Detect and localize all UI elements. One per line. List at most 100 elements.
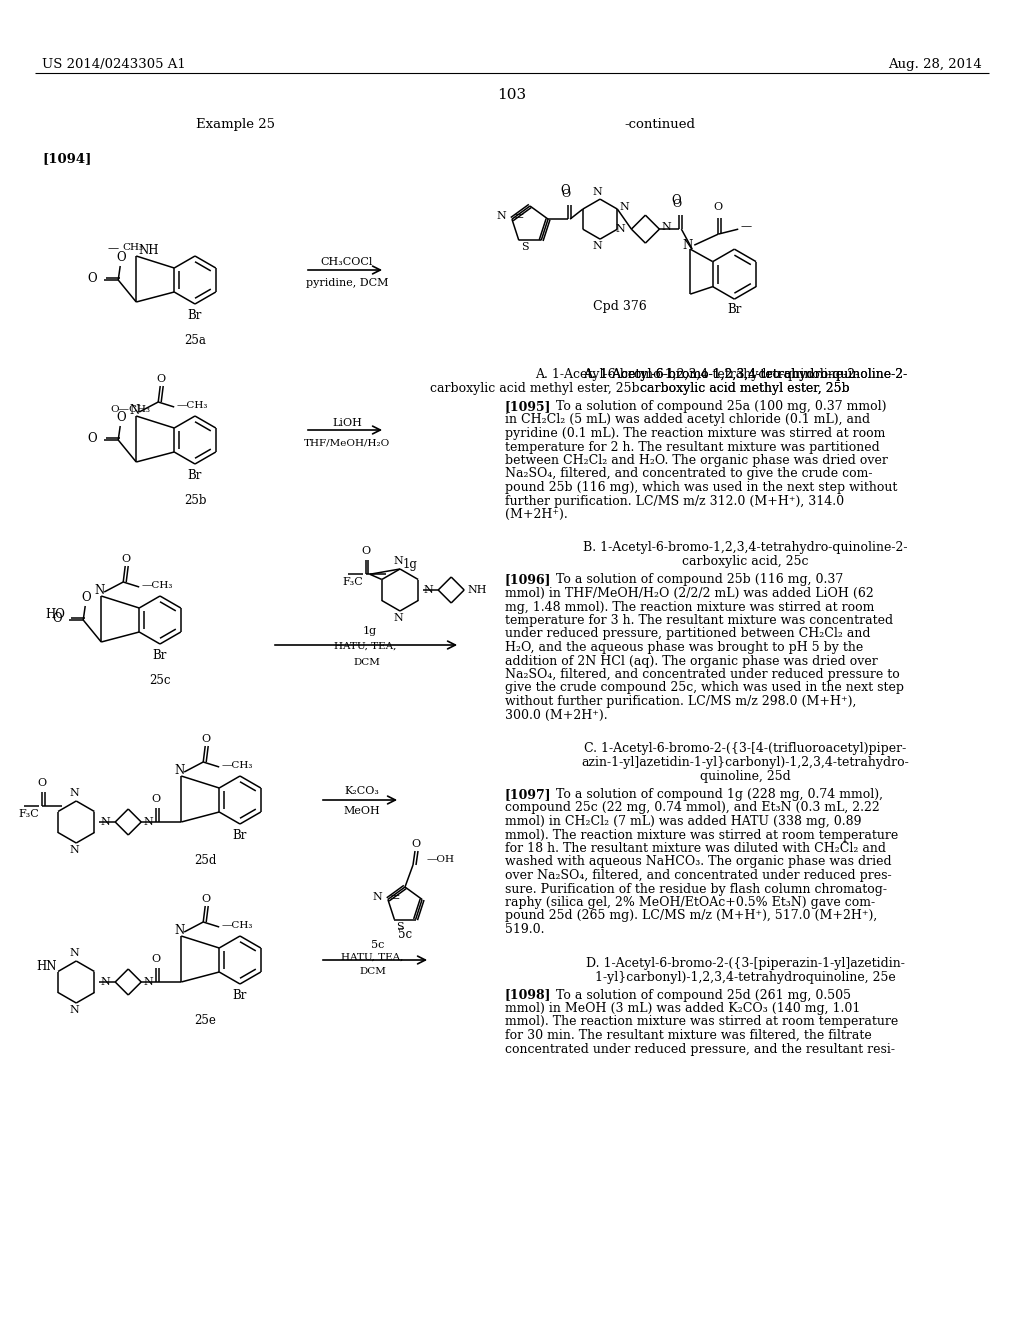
Text: K₂CO₃: K₂CO₃ (344, 785, 380, 796)
Text: To a solution of compound 25d (261 mg, 0.505: To a solution of compound 25d (261 mg, 0… (540, 989, 851, 1002)
Text: —CH₃: —CH₃ (221, 920, 253, 929)
Text: —CH₃: —CH₃ (141, 581, 173, 590)
Text: [1097]: [1097] (505, 788, 552, 801)
Text: -continued: -continued (625, 117, 695, 131)
Text: pyridine (0.1 mL). The reaction mixture was stirred at room: pyridine (0.1 mL). The reaction mixture … (505, 426, 886, 440)
Text: O: O (157, 374, 166, 384)
Text: compound 25c (22 mg, 0.74 mmol), and Et₃N (0.3 mL, 2.22: compound 25c (22 mg, 0.74 mmol), and Et₃… (505, 801, 880, 814)
Text: A. 1-Acetyl-6-bromo-1,2,3,4-tetrahydro-quinoline-2-: A. 1-Acetyl-6-bromo-1,2,3,4-tetrahydro-q… (583, 368, 907, 381)
Text: O: O (152, 954, 161, 964)
Text: mg, 1.48 mmol). The reaction mixture was stirred at room: mg, 1.48 mmol). The reaction mixture was… (505, 601, 874, 614)
Text: O: O (88, 272, 97, 285)
Text: pound 25d (265 mg). LC/MS m/z (M+H⁺), 517.0 (M+2H⁺),: pound 25d (265 mg). LC/MS m/z (M+H⁺), 51… (505, 909, 878, 923)
Text: carboxylic acid methyl ester, 25b: carboxylic acid methyl ester, 25b (640, 381, 850, 395)
Text: mmol) in MeOH (3 mL) was added K₂CO₃ (140 mg, 1.01: mmol) in MeOH (3 mL) was added K₂CO₃ (14… (505, 1002, 860, 1015)
Text: pyridine, DCM: pyridine, DCM (306, 279, 388, 288)
Text: N: N (393, 556, 402, 566)
Text: To a solution of compound 25b (116 mg, 0.37: To a solution of compound 25b (116 mg, 0… (540, 573, 843, 586)
Text: N: N (70, 948, 79, 958)
Text: 1-yl}carbonyl)-1,2,3,4-tetrahydroquinoline, 25e: 1-yl}carbonyl)-1,2,3,4-tetrahydroquinoli… (595, 970, 895, 983)
Text: [1098]: [1098] (505, 989, 552, 1002)
Text: 5c: 5c (398, 928, 412, 941)
Text: for 30 min. The resultant mixture was filtered, the filtrate: for 30 min. The resultant mixture was fi… (505, 1030, 871, 1041)
Text: HATU, TEA,: HATU, TEA, (341, 953, 403, 962)
Text: A. 1-Acetyl-6-bromo-1,2,3,4-tetrahydro-quinoline-2-: A. 1-Acetyl-6-bromo-1,2,3,4-tetrahydro-q… (583, 368, 907, 381)
Text: 25d: 25d (194, 854, 216, 867)
Text: between CH₂Cl₂ and H₂O. The organic phase was dried over: between CH₂Cl₂ and H₂O. The organic phas… (505, 454, 888, 467)
Text: [1094]: [1094] (42, 152, 91, 165)
Text: O: O (714, 202, 723, 213)
Text: for 18 h. The resultant mixture was diluted with CH₂Cl₂ and: for 18 h. The resultant mixture was dilu… (505, 842, 886, 855)
Text: US 2014/0243305 A1: US 2014/0243305 A1 (42, 58, 185, 71)
Text: O: O (202, 894, 211, 904)
Text: N: N (143, 977, 153, 987)
Text: 1g: 1g (402, 558, 418, 572)
Text: O: O (202, 734, 211, 744)
Text: N: N (424, 585, 433, 595)
Text: Br: Br (187, 469, 202, 482)
Text: To a solution of compound 1g (228 mg, 0.74 mmol),: To a solution of compound 1g (228 mg, 0.… (540, 788, 883, 801)
Text: —: — (108, 243, 119, 253)
Text: N: N (70, 845, 79, 855)
Text: quinoline, 25d: quinoline, 25d (699, 770, 791, 783)
Text: O: O (152, 795, 161, 804)
Text: in CH₂Cl₂ (5 mL) was added acetyl chloride (0.1 mL), and: in CH₂Cl₂ (5 mL) was added acetyl chlori… (505, 413, 870, 426)
Text: 1g: 1g (362, 626, 377, 636)
Text: —CH₃: —CH₃ (176, 400, 208, 409)
Text: O: O (117, 251, 126, 264)
Text: N: N (70, 1005, 79, 1015)
Text: HO: HO (45, 609, 66, 622)
Text: 103: 103 (498, 88, 526, 102)
Text: carboxylic acid, 25c: carboxylic acid, 25c (682, 556, 808, 569)
Text: HATU, TEA,: HATU, TEA, (334, 642, 396, 651)
Text: under reduced pressure, partitioned between CH₂Cl₂ and: under reduced pressure, partitioned betw… (505, 627, 870, 640)
Text: =: = (514, 210, 524, 223)
Text: 25e: 25e (195, 1014, 216, 1027)
Text: N: N (129, 404, 139, 417)
Text: azin-1-yl]azetidin-1-yl}carbonyl)-1,2,3,4-tetrahydro-: azin-1-yl]azetidin-1-yl}carbonyl)-1,2,3,… (582, 756, 909, 770)
Text: without further purification. LC/MS m/z 298.0 (M+H⁺),: without further purification. LC/MS m/z … (505, 696, 856, 708)
Text: N: N (592, 187, 602, 197)
Text: [1095]: [1095] (505, 400, 552, 413)
Text: —CH₃: —CH₃ (221, 760, 253, 770)
Text: N: N (100, 977, 111, 987)
Text: O: O (412, 840, 421, 849)
Text: mmol) in THF/MeOH/H₂O (2/2/2 mL) was added LiOH (62: mmol) in THF/MeOH/H₂O (2/2/2 mL) was add… (505, 587, 873, 601)
Text: 300.0 (M+2H⁺).: 300.0 (M+2H⁺). (505, 709, 607, 722)
Text: F₃C: F₃C (18, 809, 39, 820)
Text: O: O (52, 611, 62, 624)
Text: O: O (361, 546, 371, 556)
Text: NH: NH (138, 244, 159, 257)
Text: 519.0.: 519.0. (505, 923, 545, 936)
Text: Aug. 28, 2014: Aug. 28, 2014 (888, 58, 982, 71)
Text: give the crude compound 25c, which was used in the next step: give the crude compound 25c, which was u… (505, 681, 904, 694)
Text: N: N (682, 239, 692, 252)
Text: O: O (672, 194, 681, 207)
Text: O: O (561, 189, 570, 199)
Text: (M+2H⁺).: (M+2H⁺). (505, 508, 567, 521)
Text: O: O (81, 591, 91, 605)
Text: further purification. LC/MS m/z 312.0 (M+H⁺), 314.0: further purification. LC/MS m/z 312.0 (M… (505, 495, 844, 507)
Text: DCM: DCM (359, 968, 386, 975)
Text: N: N (497, 211, 506, 222)
Text: A. 1-Acetyl-6-bromo-1,2,3,4-tetrahydro-quinoline-2-: A. 1-Acetyl-6-bromo-1,2,3,4-tetrahydro-q… (535, 368, 859, 381)
Text: LiOH: LiOH (332, 418, 361, 428)
Text: Br: Br (232, 829, 247, 842)
Text: temperature for 3 h. The resultant mixture was concentrated: temperature for 3 h. The resultant mixtu… (505, 614, 893, 627)
Text: N: N (94, 585, 104, 598)
Text: Example 25: Example 25 (196, 117, 274, 131)
Text: O: O (117, 411, 126, 424)
Text: B. 1-Acetyl-6-bromo-1,2,3,4-tetrahydro-quinoline-2-: B. 1-Acetyl-6-bromo-1,2,3,4-tetrahydro-q… (583, 541, 907, 554)
Text: concentrated under reduced pressure, and the resultant resi-: concentrated under reduced pressure, and… (505, 1043, 895, 1056)
Text: CH₃: CH₃ (122, 243, 143, 252)
Text: mmol). The reaction mixture was stirred at room temperature: mmol). The reaction mixture was stirred … (505, 1015, 898, 1028)
Text: O: O (122, 554, 131, 564)
Text: mmol). The reaction mixture was stirred at room temperature: mmol). The reaction mixture was stirred … (505, 829, 898, 842)
Text: washed with aqueous NaHCO₃. The organic phase was dried: washed with aqueous NaHCO₃. The organic … (505, 855, 892, 869)
Text: over Na₂SO₄, filtered, and concentrated under reduced pres-: over Na₂SO₄, filtered, and concentrated … (505, 869, 892, 882)
Text: THF/MeOH/H₂O: THF/MeOH/H₂O (304, 438, 390, 447)
Text: N: N (143, 817, 153, 828)
Text: F₃C: F₃C (342, 577, 362, 587)
Text: N: N (620, 202, 629, 213)
Text: O: O (38, 779, 47, 788)
